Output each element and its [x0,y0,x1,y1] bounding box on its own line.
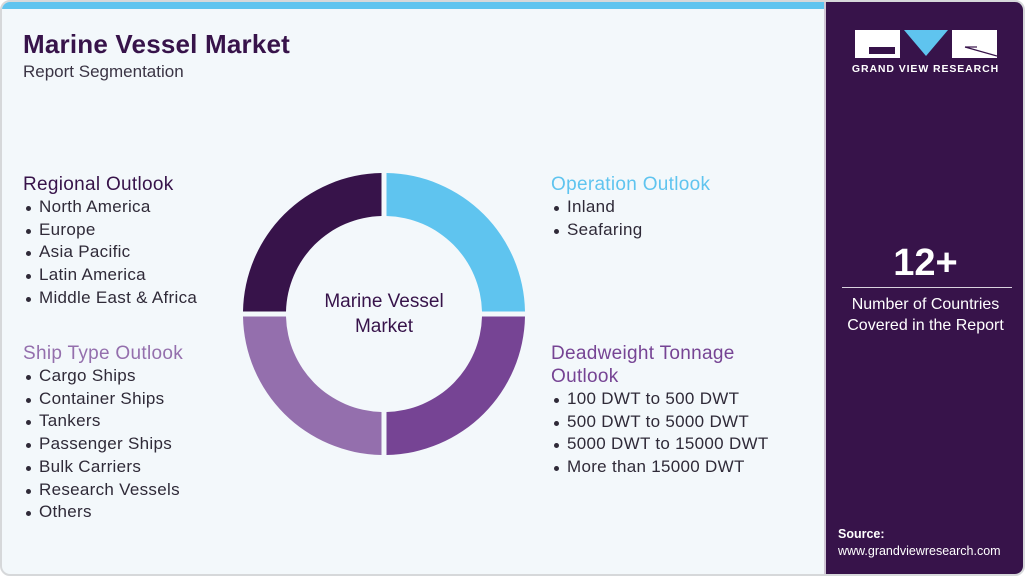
operation-outlook-heading: Operation Outlook [551,174,711,195]
top-accent-bar [2,2,826,9]
page-subtitle: Report Segmentation [23,62,184,81]
donut-segment-deadweight [386,316,525,455]
stat-label-line1: Number of Countries [851,296,1000,313]
source-url-link[interactable]: www.grandviewresearch.com [838,544,1001,558]
segmentation-donut: Marine Vessel Market [242,172,526,456]
list-item: 5000 DWT to 15000 DWT [551,433,769,456]
stat-label-line2: Covered in the Report [847,317,1004,334]
list-item: 500 DWT to 5000 DWT [551,411,769,434]
operation-outlook-list: Inland Seafaring [551,196,710,241]
ship-type-outlook-list: Cargo Ships Container Ships Tankers Pass… [23,365,183,524]
ship-type-outlook-section: Ship Type Outlook Cargo Ships Container … [23,342,183,524]
grand-view-research-logo-icon [855,30,997,58]
list-item: Inland [551,196,710,219]
ship-type-outlook-heading: Ship Type Outlook [23,343,184,364]
deadweight-heading-line1: Deadweight Tonnage [551,343,735,364]
donut-center-line1: Marine Vessel [324,291,444,312]
donut-segment-operation [386,173,525,312]
source-label: Source: [838,527,885,541]
donut-center-line2: Market [354,316,414,337]
regional-outlook-section: Regional Outlook North America Europe As… [23,173,197,310]
deadweight-heading-line2: Outlook [551,366,619,387]
page-title: Marine Vessel Market [23,29,291,59]
list-item: Asia Pacific [23,241,197,264]
list-item: Container Ships [23,388,183,411]
list-item: Research Vessels [23,479,183,502]
list-item: Europe [23,219,197,242]
list-item: Middle East & Africa [23,287,197,310]
list-item: Tankers [23,410,183,433]
list-item: Passenger Ships [23,433,183,456]
donut-center-label: Marine Vessel Market [242,172,526,456]
list-item: Seafaring [551,219,710,242]
side-panel [824,2,1023,574]
list-item: North America [23,196,197,219]
list-item: 100 DWT to 500 DWT [551,388,769,411]
stat-divider [842,287,1012,288]
donut-chart-icon [243,173,525,455]
list-item: Others [23,501,183,524]
list-item: Bulk Carriers [23,456,183,479]
countries-count: 12+ [893,242,958,284]
donut-segment-ship-type [243,316,382,455]
list-item: Cargo Ships [23,365,183,388]
deadweight-outlook-heading: Deadweight Tonnage Outlook [551,342,769,388]
regional-outlook-heading: Regional Outlook [23,174,174,195]
operation-outlook-section: Operation Outlook Inland Seafaring [551,173,710,241]
deadweight-outlook-section: Deadweight Tonnage Outlook 100 DWT to 50… [551,342,769,479]
regional-outlook-list: North America Europe Asia Pacific Latin … [23,196,197,310]
list-item: Latin America [23,264,197,287]
countries-count-label: Number of Countries Covered in the Repor… [824,294,1023,336]
deadweight-outlook-list: 100 DWT to 500 DWT 500 DWT to 5000 DWT 5… [551,388,769,479]
donut-segment-regional [243,173,382,312]
list-item: More than 15000 DWT [551,456,769,479]
logo-wordmark: GRAND VIEW RESEARCH [851,63,1000,75]
